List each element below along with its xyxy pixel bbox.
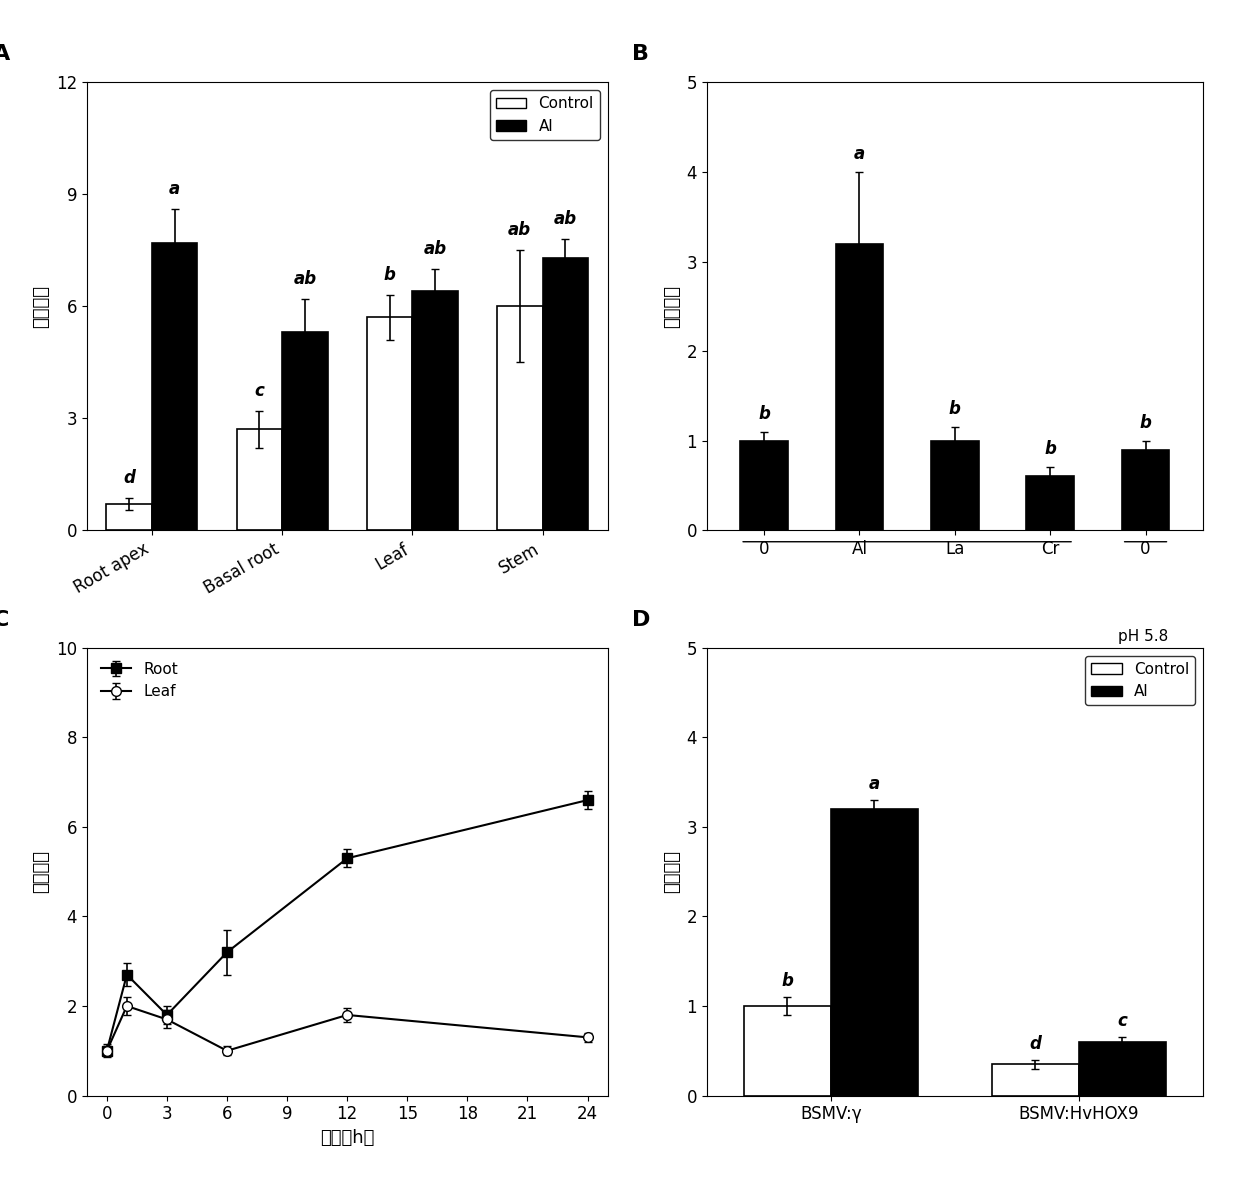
Text: d: d [1029,1034,1042,1053]
X-axis label: 时间（h）: 时间（h） [320,1129,374,1147]
Bar [1122,450,1169,530]
Text: b: b [949,401,961,418]
Y-axis label: 相对表达: 相对表达 [663,851,681,893]
Text: c: c [1117,1012,1127,1031]
Text: ab: ab [508,221,531,239]
Text: b: b [781,972,794,990]
Text: a: a [854,145,866,163]
Bar [1079,1041,1166,1096]
Text: D: D [632,609,651,629]
Bar [412,291,458,530]
Text: ab: ab [424,240,446,258]
Legend: Control, Al: Control, Al [1085,655,1195,706]
Bar [107,504,151,530]
Text: d: d [123,469,135,488]
Legend: Control, Al: Control, Al [490,90,600,140]
Text: A: A [0,44,10,64]
Bar [283,332,327,530]
Bar [992,1064,1079,1096]
Bar [151,243,197,530]
Bar [836,244,883,530]
Bar [543,258,588,530]
Bar [931,441,978,530]
Text: b: b [758,405,770,423]
Y-axis label: 相对表达: 相对表达 [32,285,51,327]
Bar [237,429,281,530]
Y-axis label: 相对表达: 相对表达 [663,285,681,327]
Text: b: b [383,266,396,284]
Y-axis label: 相对表达: 相对表达 [32,851,51,893]
Text: B: B [632,44,650,64]
Bar [367,317,412,530]
Bar [740,441,787,530]
Bar [1027,476,1074,530]
Text: C: C [0,609,10,629]
Legend: Root, Leaf: Root, Leaf [94,655,185,706]
Text: pH 5.8: pH 5.8 [1118,629,1168,643]
Text: a: a [169,180,180,198]
Text: a: a [868,775,880,793]
Bar [744,1006,831,1096]
Text: ab: ab [554,210,577,229]
Text: b: b [1044,441,1056,458]
Text: c: c [254,382,264,399]
Bar [497,306,543,530]
Bar [831,809,918,1096]
Text: b: b [1140,413,1152,431]
Text: ab: ab [294,270,316,287]
